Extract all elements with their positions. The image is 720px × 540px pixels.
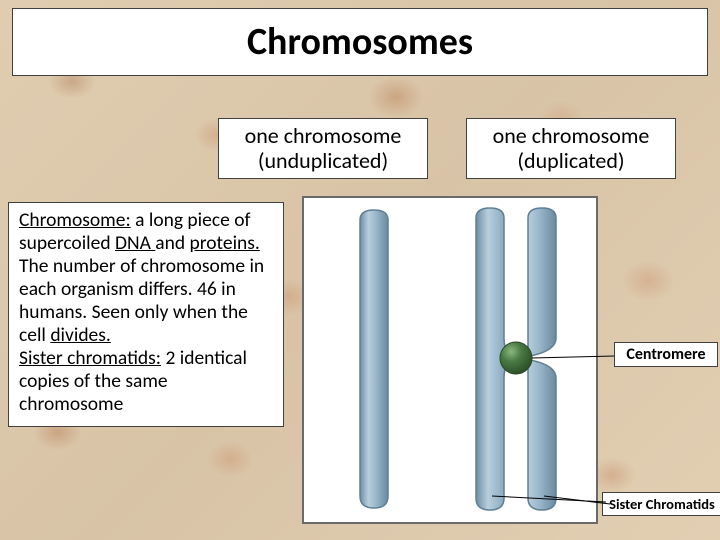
- leader-centromere: [532, 356, 614, 358]
- leader-chromatid-right: [544, 496, 610, 504]
- leader-lines: [0, 0, 720, 540]
